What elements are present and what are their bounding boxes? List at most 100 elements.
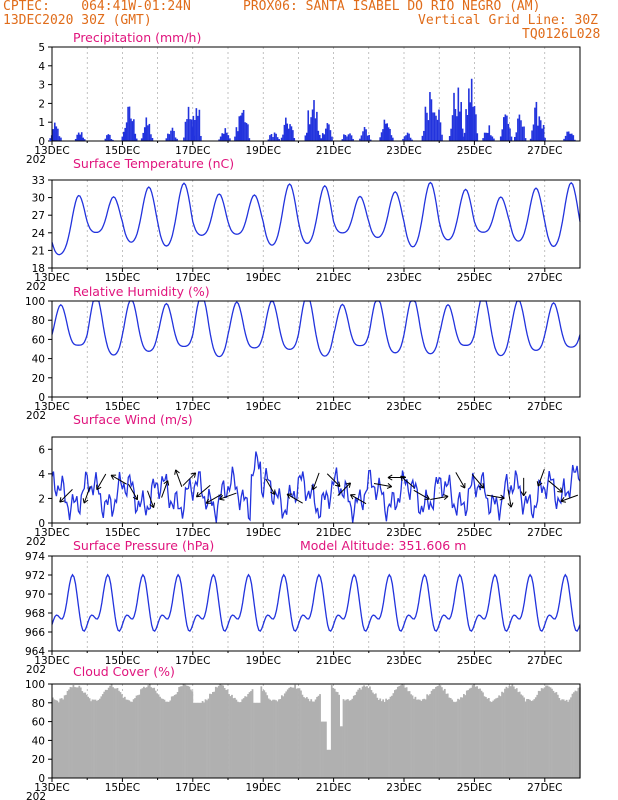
x-tick-label: 15DEC: [105, 527, 140, 539]
cloud-bar: [282, 696, 285, 778]
cloud-bar: [148, 684, 151, 778]
cloud-bar: [214, 686, 217, 778]
precip-bar: [79, 134, 82, 141]
cloud-bar: [66, 690, 69, 778]
panel-title: Surface Wind (m/s): [73, 412, 193, 427]
precip-bar: [451, 115, 454, 141]
cloud-bar: [207, 698, 210, 778]
precip-bar: [328, 124, 330, 141]
cloud-bar: [280, 695, 283, 778]
cloud-bar: [476, 686, 478, 778]
precip-bar: [382, 129, 384, 141]
wind-arrow-shaft: [400, 475, 415, 489]
wind-arrow-shaft: [560, 494, 579, 502]
x-tick-label: 19DEC: [245, 655, 280, 667]
precip-bar: [280, 137, 283, 141]
precip-bar: [165, 138, 168, 141]
precip-bar: [110, 139, 113, 141]
precip-bar: [408, 133, 410, 141]
cloud-bar: [395, 689, 398, 778]
cloud-bar: [56, 700, 59, 778]
cloud-bar: [485, 697, 487, 778]
cloud-bar: [386, 699, 389, 778]
precip-bar: [454, 109, 457, 141]
x-tick-label: 27DEC: [527, 782, 562, 794]
precip-bar: [285, 117, 287, 141]
cloud-bar: [433, 688, 436, 778]
cloud-bar: [577, 687, 580, 778]
cloud-bar: [78, 685, 81, 778]
x-tick-label: 13DEC: [34, 145, 69, 157]
cloud-bar: [451, 699, 454, 778]
precip-bar: [313, 100, 315, 141]
cloud-bar: [461, 697, 464, 778]
cloud-bar: [326, 749, 329, 778]
precip-bar: [106, 135, 108, 141]
cloud-bar: [81, 691, 84, 778]
panel-title: Precipitation (mm/h): [73, 30, 201, 45]
wind-arrow-head: [110, 474, 117, 480]
cloud-bar: [402, 685, 405, 778]
precip-bar: [321, 133, 324, 141]
cloud-bar: [382, 699, 385, 778]
cloud-bar: [391, 695, 393, 778]
precip-bar: [83, 139, 86, 141]
header-station-name: PROX06: SANTA ISABEL DO RIO NEGRO (AM): [243, 0, 541, 14]
precip-bar: [140, 138, 143, 141]
cloud-bar: [126, 699, 129, 778]
cloud-bar: [498, 695, 500, 778]
wind-arrow-shaft: [59, 488, 73, 503]
precip-bar: [176, 138, 178, 141]
precip-bar: [350, 135, 353, 141]
cloud-bar: [460, 697, 462, 778]
precip-bar: [570, 133, 573, 141]
y-tick-label: 21: [32, 245, 45, 257]
cloud-bar: [573, 692, 575, 778]
precip-bar: [435, 115, 437, 141]
precip-bar: [238, 116, 241, 141]
precip-bar: [186, 119, 188, 141]
y-tick-label: 0: [38, 518, 45, 530]
cloud-bar: [439, 685, 442, 778]
wind-arrow-head: [350, 494, 356, 500]
precip-bar: [544, 137, 546, 141]
precip-bar: [104, 138, 107, 141]
precip-bar: [150, 134, 152, 141]
cloud-bar: [103, 691, 106, 778]
cloud-bar: [151, 688, 154, 778]
cloud-bar: [210, 694, 213, 778]
precip-bar: [318, 134, 321, 141]
x-tick-label: 27DEC: [527, 655, 562, 667]
cloud-bar: [388, 699, 390, 778]
precip-bar: [270, 134, 273, 141]
cloud-bar: [414, 696, 417, 778]
wind-arrow-shaft: [161, 480, 169, 498]
cloud-bar: [140, 689, 142, 778]
cloud-bar: [473, 684, 476, 778]
precip-bar: [486, 132, 489, 141]
precip-bar: [347, 134, 350, 141]
cloud-bar: [112, 687, 114, 778]
precip-bar: [222, 133, 225, 141]
cloud-bar: [492, 700, 495, 778]
precip-bar: [244, 122, 246, 141]
panel-frame: [51, 179, 581, 269]
wind-arrow-head: [560, 497, 566, 503]
x-tick-label: 23DEC: [386, 401, 421, 413]
precip-bar: [145, 117, 148, 141]
wind-arrow-head: [96, 484, 102, 491]
cloud-bar: [52, 697, 54, 778]
cloud-bar: [505, 686, 508, 778]
header-station-coords: CPTEC: 064:41W-01:24N: [3, 0, 191, 14]
wind-arrow-head: [386, 482, 393, 489]
precip-bar: [124, 127, 126, 141]
cloud-bar: [197, 702, 200, 778]
cloud-bar: [75, 687, 78, 778]
cloud-bar: [308, 701, 311, 778]
cloud-bar: [373, 694, 376, 778]
precip-bar: [490, 135, 492, 141]
cloud-bar: [134, 698, 136, 778]
precip-bar: [60, 137, 62, 141]
cloud-bar: [292, 687, 295, 778]
cloud-bar: [455, 701, 458, 778]
